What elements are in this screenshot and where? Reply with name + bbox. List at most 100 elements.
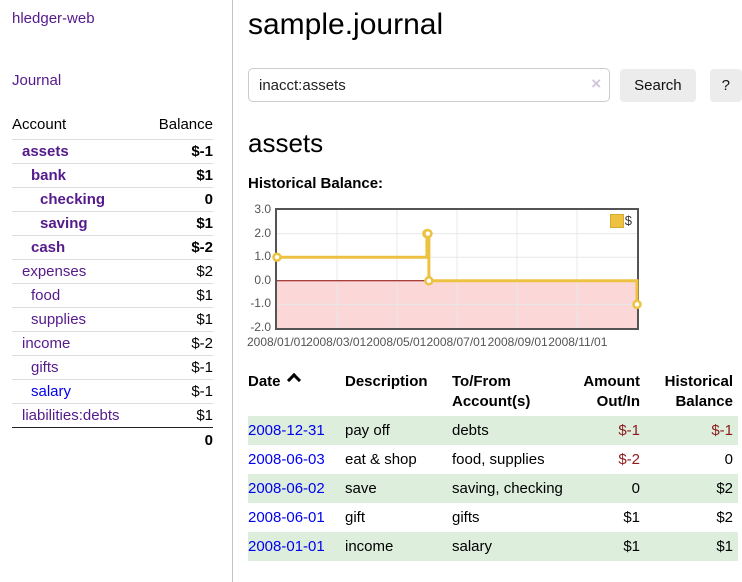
- accounts-header-balance: Balance: [158, 116, 213, 133]
- account-row: food $1: [12, 283, 213, 308]
- app-title-link[interactable]: hledger-web: [12, 10, 95, 27]
- account-row: assets $-1: [12, 139, 213, 164]
- transaction-accounts: debts: [452, 422, 489, 439]
- account-link[interactable]: salary: [31, 383, 72, 400]
- y-axis-tick-label: 2.0: [254, 225, 271, 240]
- transaction-balance: $2: [716, 509, 733, 526]
- transaction-date-link[interactable]: 2008-01-01: [248, 538, 325, 555]
- register-row: 2008-12-31 pay off debts $-1 $-1: [248, 416, 738, 445]
- main-content: sample.journal × Search ? assets Histori…: [246, 0, 742, 561]
- account-link[interactable]: liabilities:debts: [22, 407, 120, 424]
- accounts-header-account: Account: [12, 116, 67, 133]
- chart-legend: $: [609, 213, 632, 228]
- accounts-table-body: assets $-1 bank $1 checking 0 saving $1 …: [12, 139, 213, 428]
- legend-swatch-icon: [609, 213, 624, 228]
- account-row: saving $1: [12, 211, 213, 236]
- account-row: cash $-2: [12, 235, 213, 260]
- account-link[interactable]: income: [22, 335, 71, 352]
- transaction-accounts: salary: [452, 538, 493, 555]
- x-axis-tick-label: 2008/07/01: [426, 335, 487, 349]
- transaction-accounts: food, supplies: [452, 451, 545, 468]
- transaction-balance: 0: [724, 451, 733, 468]
- account-balance: $1: [145, 211, 213, 236]
- account-balance: 0: [145, 187, 213, 212]
- transaction-description: income: [345, 538, 394, 555]
- account-link[interactable]: bank: [31, 167, 67, 184]
- account-link[interactable]: cash: [31, 239, 66, 256]
- register-header-balance: Historical Balance: [664, 373, 733, 410]
- register-header-date[interactable]: Date: [248, 372, 345, 412]
- transaction-description: eat & shop: [345, 451, 417, 468]
- search-button[interactable]: Search: [620, 68, 696, 102]
- y-axis-tick-label: 3.0: [254, 202, 271, 216]
- account-balance: $-1: [145, 379, 213, 404]
- account-balance: $2: [145, 259, 213, 284]
- transaction-amount: $1: [623, 509, 640, 526]
- accounts-table: Account Balance assets $-1 bank $1 check…: [12, 114, 213, 453]
- x-axis-tick-label: 2008/01/01: [246, 335, 308, 349]
- account-link[interactable]: saving: [40, 215, 88, 232]
- account-link[interactable]: gifts: [31, 359, 59, 376]
- account-link[interactable]: food: [31, 287, 61, 304]
- y-axis-tick-label: -2.0: [250, 320, 271, 334]
- sidebar-item-journal[interactable]: Journal: [12, 72, 62, 89]
- x-axis-tick-label: 2008/05/01: [366, 335, 427, 349]
- transaction-accounts: saving, checking: [452, 480, 563, 497]
- x-axis-tick-label: 2008/09/01: [487, 335, 548, 349]
- sort-ascending-icon: [286, 372, 301, 388]
- chart-heading: Historical Balance:: [248, 175, 384, 192]
- sidebar: hledger-web Journal Account Balance asse…: [0, 0, 233, 582]
- help-button[interactable]: ?: [709, 68, 742, 102]
- transaction-date-link[interactable]: 2008-06-03: [248, 451, 325, 468]
- account-balance: $1: [145, 307, 213, 332]
- register-header-row: Date Description To/From Account(s) Amou…: [248, 372, 738, 412]
- y-axis-tick-label: -1.0: [250, 296, 271, 311]
- transaction-date-link[interactable]: 2008-06-02: [248, 480, 325, 497]
- legend-label: $: [624, 213, 632, 228]
- account-balance: $-1: [145, 355, 213, 380]
- y-axis-tick-label: 1.0: [254, 249, 271, 264]
- account-row: checking 0: [12, 187, 213, 212]
- chart-plot-area[interactable]: $: [272, 208, 642, 330]
- account-balance: $1: [145, 403, 213, 428]
- search-input[interactable]: [248, 68, 611, 102]
- account-row: income $-2: [12, 331, 213, 356]
- account-link[interactable]: expenses: [22, 263, 87, 280]
- account-balance: $-1: [145, 139, 213, 164]
- transaction-amount: 0: [631, 480, 640, 497]
- x-axis-tick-label: 2008/03/01: [306, 335, 367, 349]
- register-table: Date Description To/From Account(s) Amou…: [248, 372, 738, 561]
- register-table-body: 2008-12-31 pay off debts $-1 $-1 2008-06…: [248, 416, 738, 561]
- account-link[interactable]: checking: [40, 191, 106, 208]
- transaction-description: save: [345, 480, 377, 497]
- chart-canvas: [272, 210, 642, 328]
- account-row: bank $1: [12, 163, 213, 188]
- transaction-date-link[interactable]: 2008-06-01: [248, 509, 325, 526]
- accounts-total-balance: 0: [145, 427, 213, 453]
- account-row: liabilities:debts $1: [12, 403, 213, 428]
- account-row: expenses $2: [12, 259, 213, 284]
- register-header-amount: Amount Out/In: [583, 373, 640, 410]
- y-axis-tick-label: 0.0: [254, 272, 271, 287]
- transaction-description: pay off: [345, 422, 390, 439]
- register-row: 2008-06-01 gift gifts $1 $2: [248, 503, 738, 532]
- register-row: 2008-06-02 save saving, checking 0 $2: [248, 474, 738, 503]
- transaction-date-link[interactable]: 2008-12-31: [248, 422, 325, 439]
- x-axis-tick-label: 2008/11/01: [548, 335, 608, 349]
- account-row: salary $-1: [12, 379, 213, 404]
- account-balance: $-2: [145, 331, 213, 356]
- transaction-amount: $-1: [618, 422, 640, 439]
- transaction-balance: $-1: [711, 422, 733, 439]
- clear-search-icon[interactable]: ×: [591, 74, 602, 93]
- accounts-total-row: 0: [12, 427, 213, 453]
- account-link[interactable]: supplies: [31, 311, 87, 328]
- balance-chart: $ 3.0 2.0 1.0 0.0 -1.0 -2.0 2008/01/01 2008/03/…: [246, 202, 742, 356]
- transaction-amount: $-2: [618, 451, 640, 468]
- transaction-balance: $2: [716, 480, 733, 497]
- transaction-balance: $1: [716, 538, 733, 555]
- register-header-description: Description: [345, 373, 428, 390]
- register-row: 2008-06-03 eat & shop food, supplies $-2…: [248, 445, 738, 474]
- account-row: supplies $1: [12, 307, 213, 332]
- account-link[interactable]: assets: [22, 143, 69, 160]
- account-heading: assets: [248, 128, 324, 158]
